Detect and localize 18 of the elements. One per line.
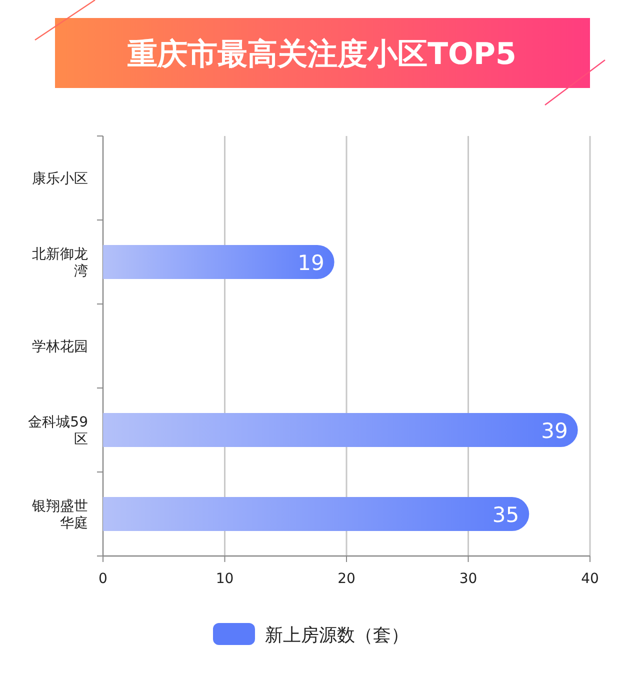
x-tick-label: 20	[338, 571, 356, 587]
chart-title: 重庆市最高关注度小区TOP5	[128, 37, 516, 72]
legend-label: 新上房源数（套）	[265, 625, 409, 646]
x-tick-label: 10	[216, 571, 234, 587]
y-tick-label: 康乐小区	[32, 171, 88, 187]
data-label: 35	[492, 503, 520, 527]
y-tick-label: 银翔盛世华庭	[31, 498, 88, 532]
y-tick-label: 学林花园	[32, 339, 88, 355]
x-tick-label: 40	[581, 571, 599, 587]
x-tick-label: 0	[98, 571, 108, 587]
bar	[103, 413, 578, 447]
data-label: 19	[298, 251, 324, 275]
bar	[103, 497, 530, 531]
data-label: 39	[541, 419, 568, 443]
bar	[103, 245, 334, 279]
x-tick-label: 30	[459, 571, 478, 587]
y-tick-label: 北新御龙湾	[32, 246, 88, 280]
y-tick-label: 金科城59区	[28, 414, 88, 448]
